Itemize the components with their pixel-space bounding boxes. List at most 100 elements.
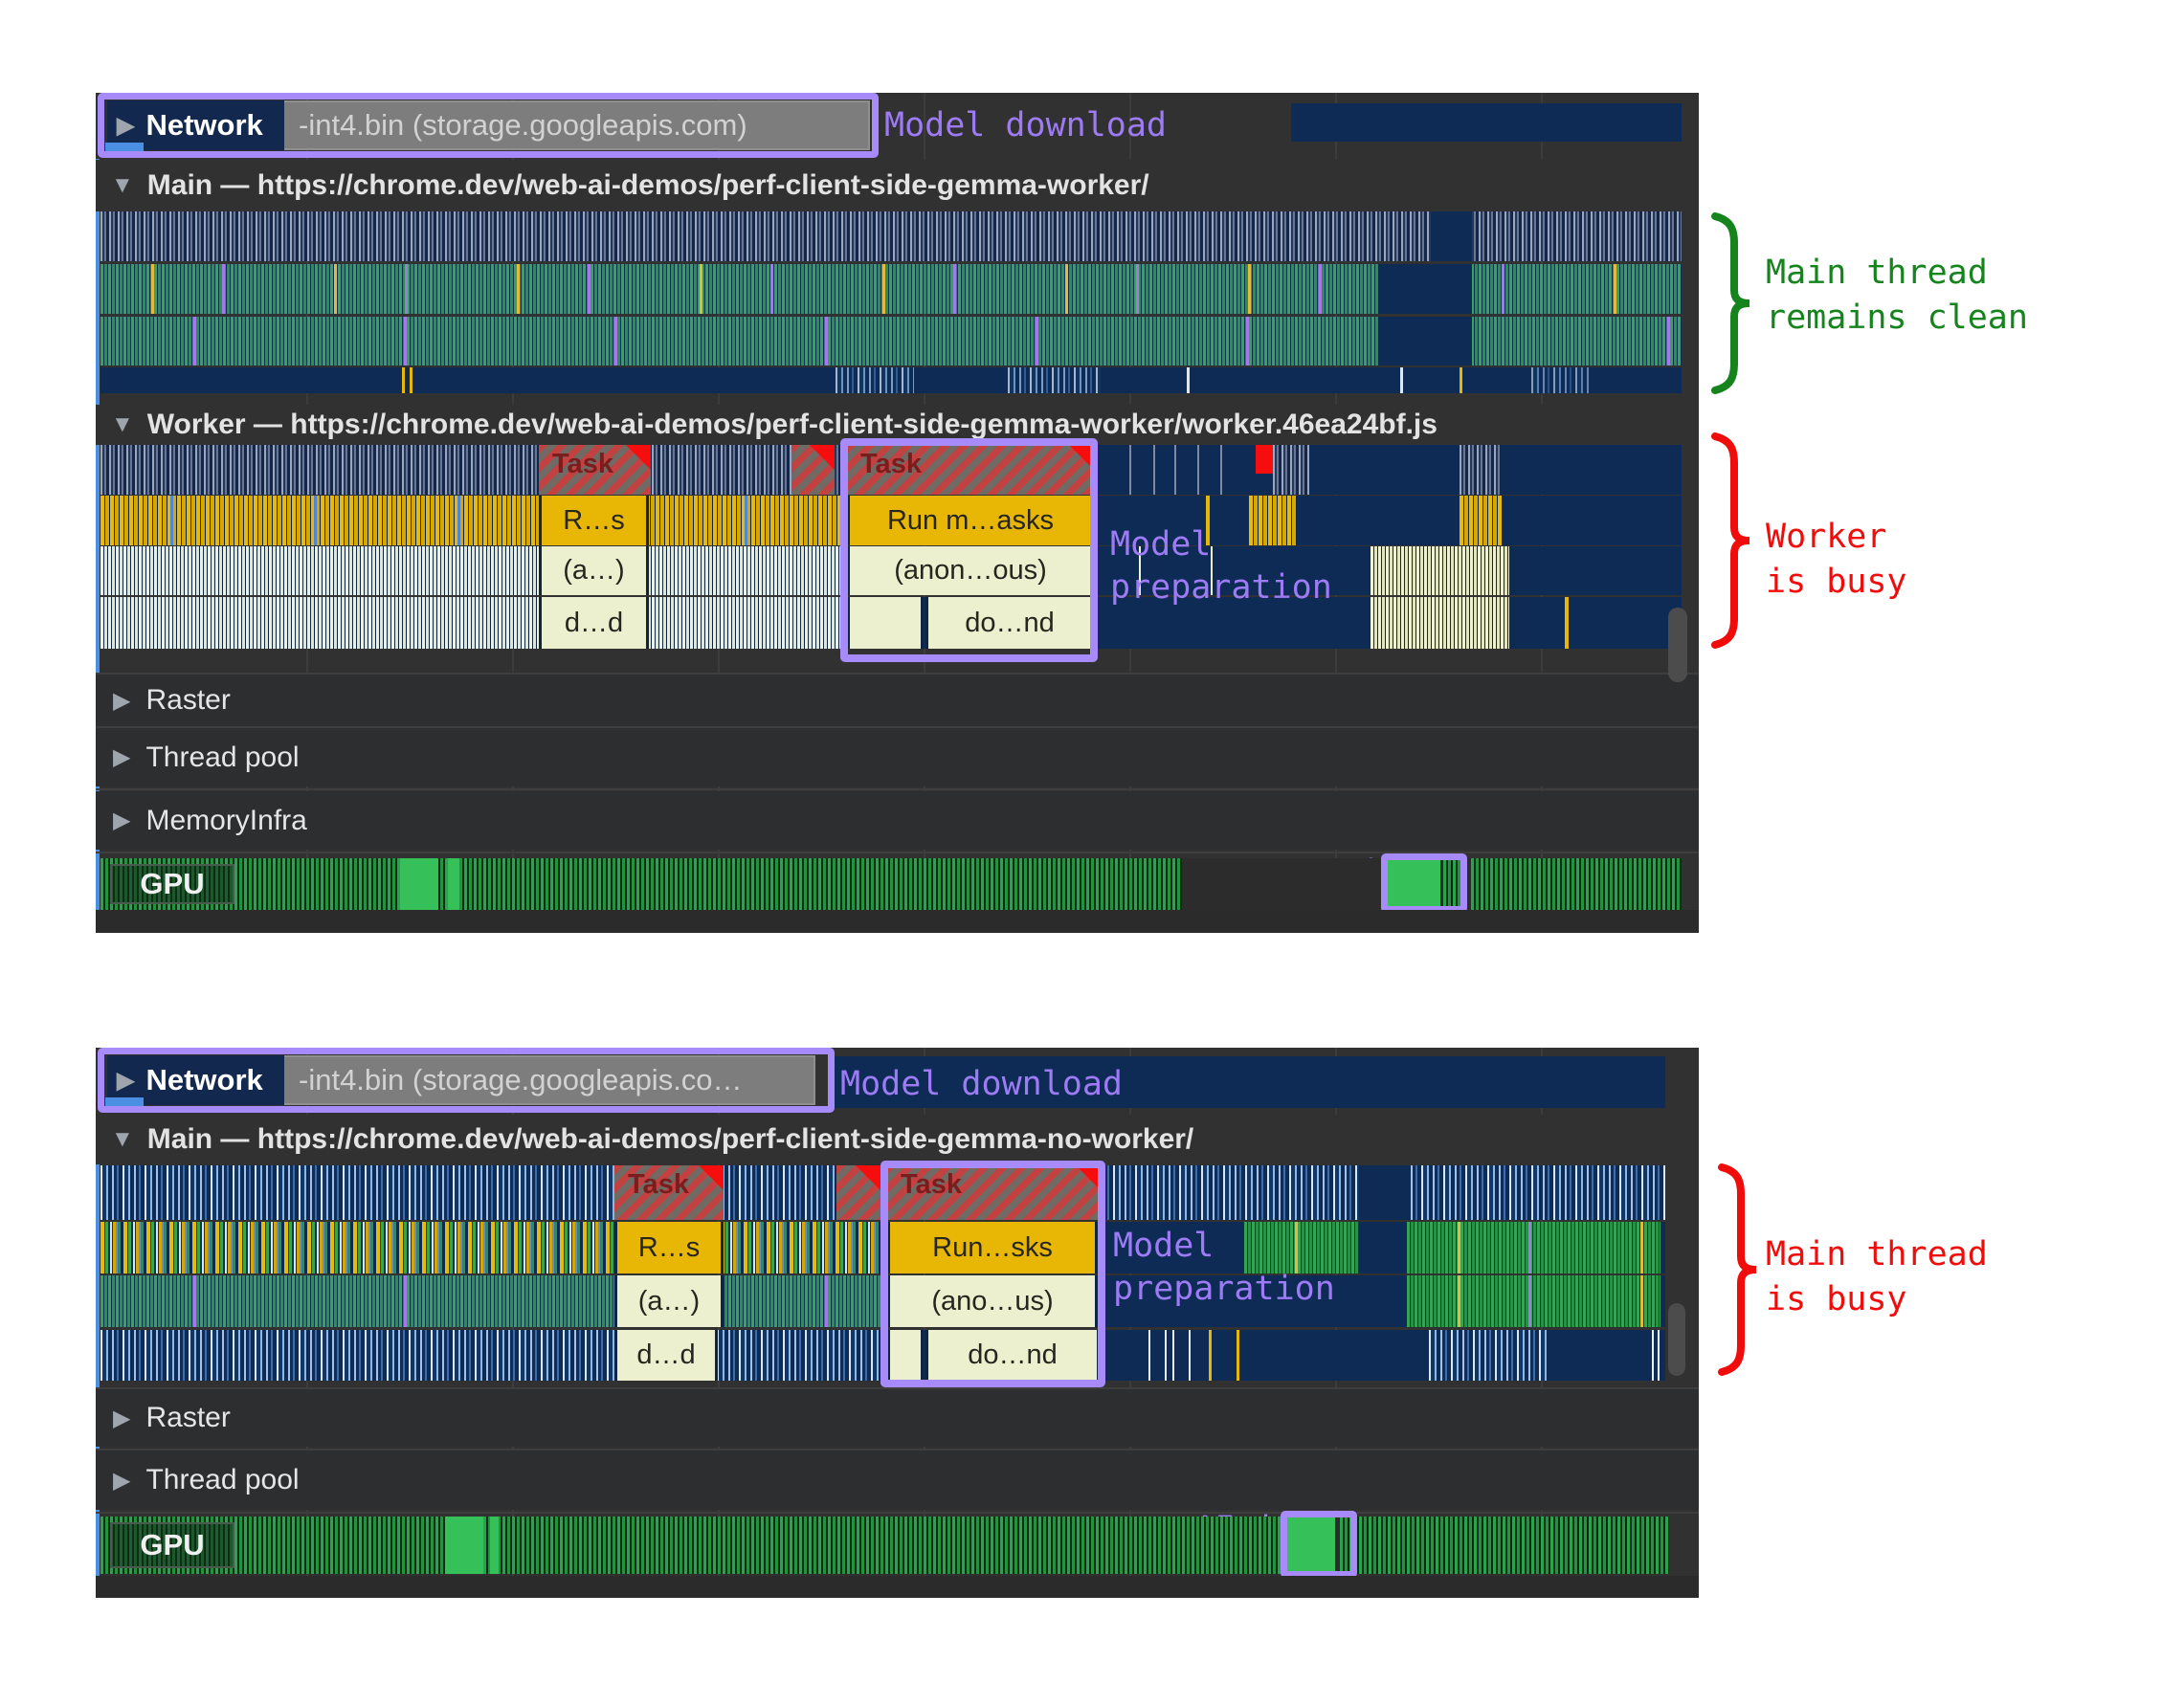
worker-row-done[interactable]: d…d do…nd [100, 597, 1682, 649]
thread-pool-track-header[interactable]: ▶ Thread pool [96, 1450, 1699, 1510]
gpu-solid-block[interactable] [490, 1517, 499, 1574]
divider [96, 788, 1699, 790]
event-cluster [1407, 1275, 1660, 1327]
main-row-done[interactable]: d…d do…nd [100, 1330, 1665, 1381]
long-task-block-small[interactable] [791, 445, 835, 495]
main-row-run[interactable]: R…s Run…sks [100, 1222, 1665, 1273]
event-cluster [1371, 597, 1509, 649]
worker-row-tasks[interactable]: Task Task [100, 445, 1682, 495]
gpu-solid-block[interactable] [445, 1517, 483, 1574]
event-tick [1206, 496, 1210, 545]
anonymous-block-highlighted[interactable]: (ano…us) [887, 1275, 1098, 1327]
raster-track-header[interactable]: ▶ Raster [96, 675, 1699, 726]
event-tick [1400, 367, 1403, 393]
gpu-track[interactable]: GPU [100, 858, 1682, 910]
flame-row-activity-2[interactable] [100, 317, 1682, 365]
done-block-highlighted[interactable]: do…nd [925, 1330, 1100, 1381]
worker-busy-line1: Worker [1766, 518, 1887, 556]
run-task-block[interactable]: R…s [539, 496, 649, 545]
gpu-inference-block[interactable] [1287, 1517, 1335, 1574]
anonymous-block[interactable]: (a…) [614, 1275, 724, 1327]
long-task-warning-icon [810, 445, 835, 470]
long-task-block-highlighted[interactable]: Task [847, 445, 1094, 495]
worker-row-run[interactable]: R…s Run m…asks [100, 496, 1682, 545]
anonymous-block[interactable]: (a…) [539, 546, 649, 595]
divider [96, 1387, 1699, 1389]
thread-pool-track-header[interactable]: ▶ Thread pool [96, 728, 1699, 786]
flame-row-screenshots[interactable] [100, 211, 1682, 261]
network-track-header[interactable]: ▶ Network [107, 100, 284, 150]
chevron-right-icon: ▶ [117, 1067, 135, 1094]
flame-row-activity-1[interactable] [100, 264, 1682, 314]
run-task-block[interactable]: R…s [614, 1222, 724, 1273]
main-clean-line2: remains clean [1766, 299, 2028, 337]
main-track-header[interactable]: ▼ Main — https://chrome.dev/web-ai-demos… [96, 160, 1699, 211]
worker-track-header[interactable]: ▼ Worker — https://chrome.dev/web-ai-dem… [96, 405, 1699, 445]
done-block[interactable]: d…d [539, 597, 649, 649]
event-tick [1153, 445, 1155, 495]
gpu-track-header[interactable]: GPU [110, 864, 234, 904]
gpu-solid-block[interactable] [400, 858, 438, 910]
long-task-block-small[interactable] [836, 1165, 880, 1220]
idle-gap [1378, 264, 1472, 314]
long-task-block-highlighted[interactable]: Task [887, 1165, 1101, 1220]
worker-row-anonymous[interactable]: (a…) (anon…ous) [100, 546, 1682, 595]
long-task-block[interactable]: Task [614, 1165, 724, 1220]
done-block-plain[interactable] [887, 1330, 924, 1381]
anonymous-block-highlighted[interactable]: (anon…ous) [847, 546, 1094, 595]
panel-footer [96, 910, 1699, 933]
track-left-accent [96, 159, 100, 910]
network-download-bar[interactable] [829, 1056, 1665, 1108]
idle-gap [1431, 211, 1472, 261]
main-track-header[interactable]: ▼ Main — https://chrome.dev/web-ai-demos… [96, 1115, 1699, 1164]
chevron-right-icon: ▶ [117, 112, 135, 139]
long-task-block[interactable]: Task [539, 445, 651, 495]
anon-stripes [100, 546, 840, 595]
task-label: Task [901, 1169, 962, 1200]
scrollbar-thumb[interactable] [1668, 608, 1687, 682]
long-task-warning-icon [626, 445, 651, 470]
track-left-accent [96, 1115, 100, 1576]
annotation-main-thread-clean: Main thread remains clean [1766, 251, 2028, 341]
network-download-bar[interactable] [1291, 103, 1682, 142]
done-block[interactable]: d…d [614, 1330, 718, 1381]
annotation-worker-busy: Worker is busy [1766, 515, 1907, 605]
raster-track-header[interactable]: ▶ Raster [96, 1389, 1699, 1447]
done-block-plain[interactable] [847, 597, 924, 649]
event-tick [1211, 546, 1213, 595]
gpu-activity [1471, 858, 1682, 910]
event-tick [1220, 445, 1222, 495]
memory-infra-track-header[interactable]: ▶ MemoryInfra [96, 791, 1699, 850]
main-row-anonymous[interactable]: (a…) (ano…us) [100, 1275, 1665, 1327]
gpu-track-header[interactable]: GPU [110, 1522, 234, 1568]
event-tick [1129, 445, 1131, 495]
event-tick [1209, 1330, 1212, 1381]
memory-infra-track-label: MemoryInfra [145, 804, 307, 836]
gpu-track[interactable]: GPU [100, 1517, 1669, 1574]
annotation-model-download: Model download [884, 106, 1168, 144]
done-block-highlighted[interactable]: do…nd [925, 597, 1094, 649]
event-tick [1652, 1330, 1654, 1381]
thread-pool-track-label: Thread pool [145, 741, 300, 773]
event-tick [1174, 445, 1176, 495]
raster-track-label: Raster [145, 684, 231, 716]
event-tick [1237, 1330, 1239, 1381]
run-stripes [100, 496, 840, 545]
main-row-tasks[interactable]: Task Task [100, 1165, 1665, 1220]
main-busy-line1: Main thread [1766, 1235, 1988, 1273]
devtools-trace-worker: -int4.bin (storage.googleapis.com) ▶ Net… [96, 93, 1699, 933]
gpu-solid-block[interactable] [448, 858, 459, 910]
flame-row-activity-3[interactable] [100, 367, 1682, 393]
gpu-inference-block[interactable] [1388, 858, 1440, 910]
event-cluster [1244, 1222, 1359, 1273]
run-task-block-highlighted[interactable]: Run m…asks [847, 496, 1094, 545]
network-track-header[interactable]: ▶ Network [107, 1055, 284, 1105]
scrollbar-thumb[interactable] [1668, 1303, 1685, 1376]
panel-footer [96, 1576, 1699, 1598]
event-cluster [1371, 546, 1509, 595]
network-request-label: -int4.bin (storage.googleapis.com) [299, 108, 747, 142]
run-task-block-highlighted[interactable]: Run…sks [887, 1222, 1098, 1273]
annotation-model-download: Model download [840, 1065, 1124, 1103]
annotation-model-preparation: Model preparation [1110, 525, 1332, 607]
annotation-main-thread-busy: Main thread is busy [1766, 1232, 1988, 1322]
